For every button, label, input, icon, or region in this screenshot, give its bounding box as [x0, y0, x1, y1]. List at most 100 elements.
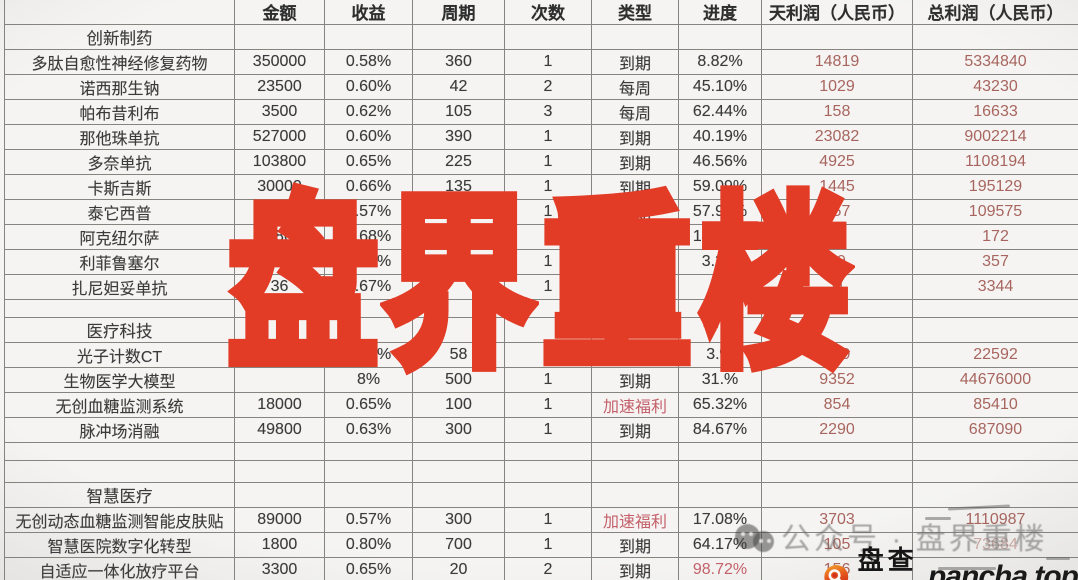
cell-period[interactable]: [412, 482, 505, 508]
cell-yield[interactable]: [324, 442, 413, 461]
cell-yield[interactable]: 0.58%: [324, 342, 413, 368]
cell-daily-profit[interactable]: 23082: [761, 124, 913, 150]
cell-yield[interactable]: 0.57%: [324, 507, 413, 533]
cell-times[interactable]: 1: [504, 124, 592, 150]
cell-type[interactable]: 加速福利: [591, 507, 679, 533]
cell-project[interactable]: 那他珠单抗: [4, 124, 235, 150]
cell-project[interactable]: 卡斯吉斯: [4, 174, 235, 200]
cell-period[interactable]: 390: [412, 124, 505, 150]
cell-type[interactable]: 到期: [591, 49, 679, 75]
cell-daily-profit[interactable]: 4925: [761, 149, 913, 175]
cell-yield[interactable]: 0.80%: [324, 532, 413, 558]
cell-yield[interactable]: 0.65%: [324, 392, 413, 418]
column-header-total-profit[interactable]: 总利润（人民币）: [912, 0, 1078, 25]
cell-type[interactable]: 到期: [591, 124, 679, 150]
cell-project[interactable]: 脉冲场消融: [4, 417, 235, 443]
cell-progress[interactable]: 17.08%: [678, 507, 762, 533]
cell-times[interactable]: [504, 24, 592, 50]
cell-project[interactable]: 医疗科技: [4, 317, 235, 343]
cell-daily-profit[interactable]: 857: [761, 199, 913, 225]
cell-progress[interactable]: 8.82%: [678, 49, 762, 75]
cell-period[interactable]: [412, 274, 505, 300]
cell-project[interactable]: 无创动态血糖监测智能皮肤贴: [4, 507, 235, 533]
cell-total-profit[interactable]: [912, 442, 1078, 461]
cell-project[interactable]: 诺西那生钠: [4, 74, 235, 100]
cell-progress[interactable]: 3.3%: [678, 249, 762, 275]
cell-progress[interactable]: [678, 442, 762, 461]
cell-times[interactable]: 1: [504, 174, 592, 200]
cell-total-profit[interactable]: 9002214: [912, 124, 1078, 150]
cell-project[interactable]: 帕布昔利布: [4, 99, 235, 125]
cell-amount[interactable]: [234, 299, 325, 318]
cell-total-profit[interactable]: 687090: [912, 417, 1078, 443]
cell-total-profit[interactable]: 44676000: [912, 367, 1078, 393]
cell-type[interactable]: 到期: [591, 149, 679, 175]
cell-period[interactable]: [412, 442, 505, 461]
cell-amount[interactable]: 350000: [234, 49, 325, 75]
cell-daily-profit[interactable]: 158: [761, 99, 913, 125]
cell-period[interactable]: 300: [412, 417, 505, 443]
cell-daily-profit[interactable]: [761, 460, 913, 483]
cell-daily-profit[interactable]: 2290: [761, 417, 913, 443]
cell-daily-profit[interactable]: 105: [761, 532, 913, 558]
cell-yield[interactable]: 0.68%: [324, 224, 413, 250]
cell-daily-profit[interactable]: 389: [761, 342, 913, 368]
cell-daily-profit[interactable]: [761, 482, 913, 508]
cell-amount[interactable]: [234, 317, 325, 343]
cell-total-profit[interactable]: [912, 482, 1078, 508]
cell-project[interactable]: [4, 460, 235, 483]
cell-times[interactable]: 2: [504, 557, 592, 580]
cell-period[interactable]: [412, 24, 505, 50]
cell-progress[interactable]: [678, 317, 762, 343]
cell-project[interactable]: 扎尼妲妥单抗: [4, 274, 235, 300]
cell-amount[interactable]: [234, 367, 325, 393]
cell-period[interactable]: [412, 249, 505, 275]
cell-yield[interactable]: [324, 482, 413, 508]
cell-daily-profit[interactable]: 1445: [761, 174, 913, 200]
cell-yield[interactable]: 0.57%: [324, 199, 413, 225]
cell-yield[interactable]: 0.68%: [324, 249, 413, 275]
cell-yield[interactable]: [324, 317, 413, 343]
cell-times[interactable]: 1: [504, 199, 592, 225]
cell-period[interactable]: 225: [412, 149, 505, 175]
cell-daily-profit[interactable]: [761, 299, 913, 318]
cell-project[interactable]: 泰它西普: [4, 199, 235, 225]
cell-yield[interactable]: 0.60%: [324, 124, 413, 150]
column-header-amount[interactable]: 金额: [234, 0, 325, 25]
cell-times[interactable]: 3: [504, 99, 592, 125]
cell-total-profit[interactable]: [912, 317, 1078, 343]
cell-total-profit[interactable]: [912, 24, 1078, 50]
cell-type[interactable]: [591, 317, 679, 343]
cell-project[interactable]: 智慧医院数字化转型: [4, 532, 235, 558]
cell-times[interactable]: 1: [504, 417, 592, 443]
cell-project[interactable]: 自适应一体化放疗平台: [4, 557, 235, 580]
cell-progress[interactable]: 65.32%: [678, 392, 762, 418]
cell-times[interactable]: 1: [504, 224, 592, 250]
column-header-times[interactable]: 次数: [504, 0, 592, 25]
cell-type[interactable]: [591, 442, 679, 461]
cell-type[interactable]: 到期: [591, 274, 679, 300]
cell-amount[interactable]: [234, 460, 325, 483]
cell-project[interactable]: 利菲鲁塞尔: [4, 249, 235, 275]
cell-project[interactable]: [4, 299, 235, 318]
cell-daily-profit[interactable]: [761, 442, 913, 461]
cell-type[interactable]: [591, 299, 679, 318]
cell-times[interactable]: [504, 317, 592, 343]
cell-amount[interactable]: 1800: [234, 532, 325, 558]
cell-type[interactable]: 到期: [591, 367, 679, 393]
cell-times[interactable]: 2: [504, 74, 592, 100]
cell-type[interactable]: 到期: [591, 174, 679, 200]
cell-amount[interactable]: 527000: [234, 124, 325, 150]
cell-total-profit[interactable]: 3344: [912, 274, 1078, 300]
cell-progress[interactable]: 46.56%: [678, 149, 762, 175]
cell-period[interactable]: 300: [412, 507, 505, 533]
cell-times[interactable]: 1: [504, 342, 592, 368]
cell-times[interactable]: 1: [504, 149, 592, 175]
cell-type[interactable]: 到期: [591, 342, 679, 368]
cell-yield[interactable]: 0.67%: [324, 274, 413, 300]
cell-amount[interactable]: 3500: [234, 99, 325, 125]
cell-type[interactable]: 到期: [591, 249, 679, 275]
cell-type[interactable]: 加速福利: [591, 392, 679, 418]
column-header-progress[interactable]: 进度: [678, 0, 762, 25]
cell-progress[interactable]: 59.09%: [678, 174, 762, 200]
